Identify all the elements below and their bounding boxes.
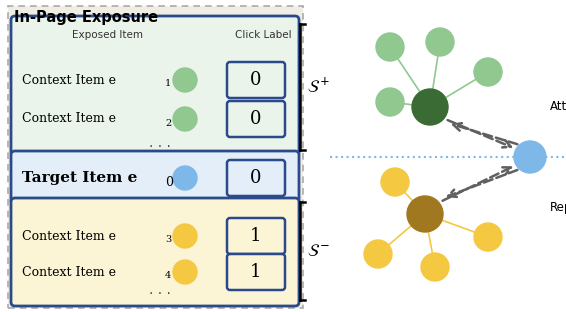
Text: $\mathcal{S}^-$: $\mathcal{S}^-$ <box>307 242 331 260</box>
FancyArrowPatch shape <box>448 120 511 147</box>
Text: 0: 0 <box>165 175 173 188</box>
Text: Exposed Item: Exposed Item <box>72 30 144 40</box>
Text: · · ·: · · · <box>149 140 171 154</box>
Circle shape <box>474 223 502 251</box>
FancyArrowPatch shape <box>443 167 511 201</box>
Text: 1: 1 <box>165 80 171 89</box>
Circle shape <box>407 196 443 232</box>
Text: 4: 4 <box>165 271 171 280</box>
Text: 3: 3 <box>165 236 171 245</box>
Circle shape <box>173 166 197 190</box>
Text: Context Item e: Context Item e <box>22 266 116 279</box>
Circle shape <box>412 89 448 125</box>
Circle shape <box>426 28 454 56</box>
FancyArrowPatch shape <box>448 170 517 197</box>
FancyBboxPatch shape <box>227 254 285 290</box>
Text: Context Item e: Context Item e <box>22 230 116 242</box>
Text: 0: 0 <box>250 169 261 187</box>
Circle shape <box>376 88 404 116</box>
FancyBboxPatch shape <box>227 160 285 196</box>
Text: Context Item e: Context Item e <box>22 74 116 86</box>
Circle shape <box>173 260 197 284</box>
FancyBboxPatch shape <box>8 6 303 308</box>
FancyBboxPatch shape <box>227 62 285 98</box>
Circle shape <box>514 141 546 173</box>
Text: 2: 2 <box>165 119 171 128</box>
FancyBboxPatch shape <box>11 151 299 204</box>
FancyBboxPatch shape <box>227 218 285 254</box>
Text: 1: 1 <box>250 227 261 245</box>
Circle shape <box>173 107 197 131</box>
FancyBboxPatch shape <box>11 16 299 156</box>
Text: 1: 1 <box>250 263 261 281</box>
Text: 0: 0 <box>250 71 261 89</box>
FancyArrowPatch shape <box>453 123 517 144</box>
FancyBboxPatch shape <box>227 101 285 137</box>
Circle shape <box>173 224 197 248</box>
Circle shape <box>376 33 404 61</box>
Text: In-Page Exposure: In-Page Exposure <box>14 10 158 25</box>
Text: Repulsion: Repulsion <box>550 201 566 213</box>
Circle shape <box>474 58 502 86</box>
Circle shape <box>381 168 409 196</box>
Text: 0: 0 <box>250 110 261 128</box>
Text: · · ·: · · · <box>149 287 171 301</box>
Text: Click Label: Click Label <box>235 30 291 40</box>
Text: Target Item e: Target Item e <box>22 171 138 185</box>
Text: Context Item e: Context Item e <box>22 113 116 125</box>
Text: $\mathcal{S}^+$: $\mathcal{S}^+$ <box>307 77 331 97</box>
Text: Attraction: Attraction <box>550 100 566 114</box>
Circle shape <box>173 68 197 92</box>
FancyBboxPatch shape <box>11 198 299 306</box>
Circle shape <box>421 253 449 281</box>
Circle shape <box>364 240 392 268</box>
